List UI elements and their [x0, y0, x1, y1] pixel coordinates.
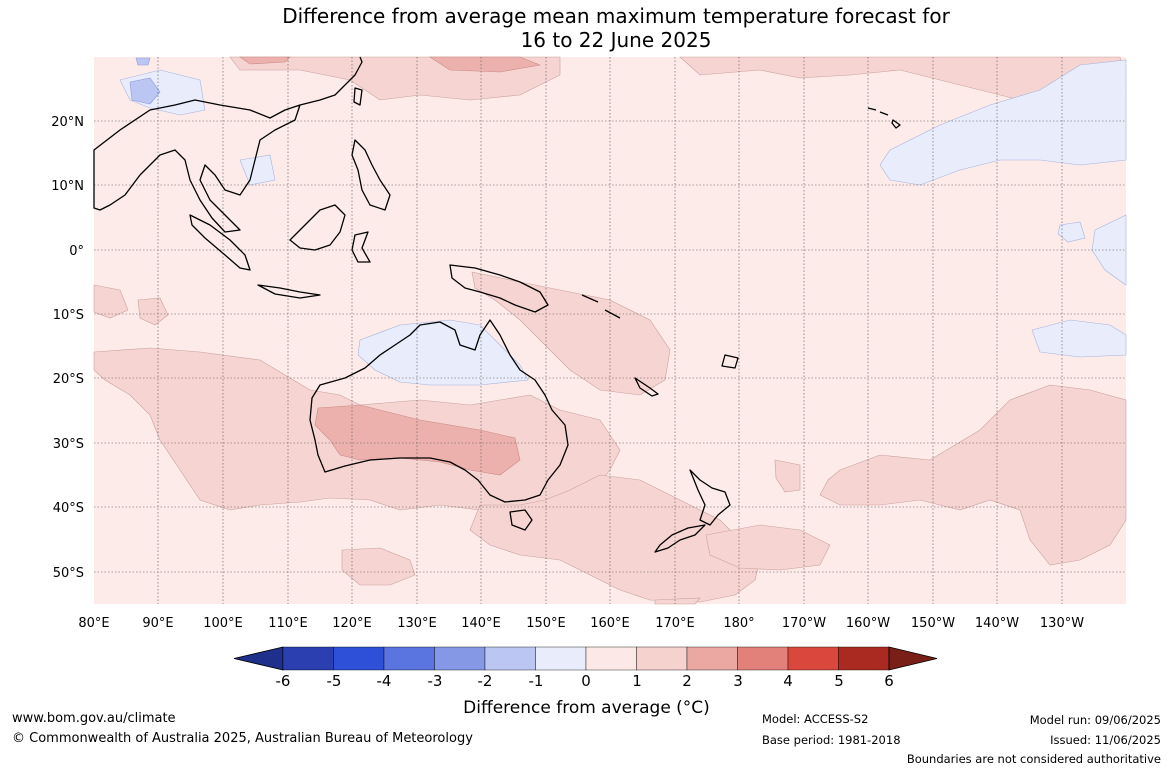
lon-label: 160°W	[846, 616, 890, 631]
lat-label: 10°S	[53, 308, 84, 323]
colorbar-arrow-high	[888, 646, 938, 671]
colorbar-tick: 0	[581, 672, 591, 690]
model-name: Model: ACCESS-S2	[762, 712, 869, 726]
lon-label: 100°E	[203, 616, 243, 631]
java-coastline	[257, 284, 321, 299]
new-caledonia-coastline	[634, 377, 659, 397]
hawaii-coastline	[867, 107, 901, 129]
colorbar-tick: 2	[682, 672, 692, 690]
lon-label: 170°W	[782, 616, 826, 631]
lat-label: 50°S	[53, 566, 84, 581]
colorbar-swatch	[282, 646, 334, 671]
philippines-coastline	[351, 139, 391, 211]
title-line-2: 16 to 22 June 2025	[520, 28, 712, 52]
colorbar-tick: 3	[733, 672, 743, 690]
colorbar-swatch	[737, 646, 789, 671]
colorbar-swatch	[686, 646, 738, 671]
lon-label: 80°E	[78, 616, 109, 631]
colorbar-tick: -3	[427, 672, 443, 690]
lon-label: 120°E	[332, 616, 372, 631]
colorbar-swatch	[636, 646, 688, 671]
lon-label: 140°W	[975, 616, 1019, 631]
lat-labels: 20°N 10°N 0° 10°S 20°S 30°S 40°S 50°S	[51, 115, 84, 581]
colorbar-tick: 1	[632, 672, 642, 690]
colorbar-swatch	[838, 646, 890, 671]
disclaimer: Boundaries are not considered authoritat…	[906, 752, 1161, 766]
lat-label: 20°S	[53, 372, 84, 387]
base-period: Base period: 1981-2018	[762, 733, 901, 747]
east-asia-coastline	[299, 56, 363, 106]
title-line-1: Difference from average mean maximum tem…	[282, 4, 950, 28]
lon-label: 90°E	[142, 616, 173, 631]
lat-label: 20°N	[51, 115, 84, 130]
lon-label: 180°	[723, 616, 754, 631]
copyright: © Commonwealth of Australia 2025, Austra…	[12, 731, 473, 746]
colorbar-tick: -2	[477, 672, 493, 690]
lon-label: 150°W	[911, 616, 955, 631]
tasmania-coastline	[509, 509, 533, 531]
colorbar-swatch	[434, 646, 486, 671]
lon-label: 130°W	[1040, 616, 1084, 631]
lon-label: 140°E	[461, 616, 501, 631]
colorbar-swatch	[535, 646, 587, 671]
colorbar-tick: 5	[834, 672, 844, 690]
colorbar-swatch	[585, 646, 637, 671]
lat-label: 0°	[69, 244, 84, 259]
borneo-coastline	[289, 204, 346, 251]
colorbar-tick: -5	[326, 672, 342, 690]
australia-coastline	[309, 319, 569, 503]
fiji-coastline	[721, 354, 739, 369]
sumatra-coastline	[189, 214, 251, 271]
colorbar-tick: -1	[528, 672, 544, 690]
map-gridlines	[94, 57, 1126, 604]
site-url[interactable]: www.bom.gov.au/climate	[12, 711, 176, 726]
lon-label: 150°E	[526, 616, 566, 631]
lon-label: 130°E	[397, 616, 437, 631]
colorbar-swatch	[484, 646, 536, 671]
chart-title: Difference from average mean maximum tem…	[0, 4, 1173, 52]
colorbar-title: Difference from average (°C)	[463, 698, 710, 718]
new-zealand-north-coastline	[689, 469, 731, 526]
solomon-islands-coastline	[581, 294, 621, 319]
sulawesi-coastline	[351, 231, 371, 263]
issued-date: Issued: 11/06/2025	[1050, 733, 1161, 747]
lon-label: 170°E	[655, 616, 695, 631]
lat-label: 30°S	[53, 437, 84, 452]
anomaly-2-3-regions	[239, 56, 542, 476]
colorbar	[233, 646, 938, 671]
colorbar-swatch	[787, 646, 839, 671]
colorbar-tick: 4	[783, 672, 793, 690]
colorbar-tick: 6	[884, 672, 894, 690]
model-run: Model run: 09/06/2025	[1029, 713, 1161, 727]
se-asia-coastline	[93, 99, 301, 233]
colorbar-arrow-low	[233, 646, 284, 671]
lon-label: 110°E	[268, 616, 308, 631]
colorbar-tick: -4	[376, 672, 392, 690]
taiwan-coastline	[353, 87, 363, 106]
lat-label: 40°S	[53, 501, 84, 516]
new-guinea-coastline	[449, 264, 549, 313]
new-zealand-south-coastline	[654, 524, 706, 553]
lon-labels: 80°E 90°E 100°E 110°E 120°E 130°E 140°E …	[78, 616, 1084, 631]
lat-label: 10°N	[51, 179, 84, 194]
anomaly-cool-strong-regions	[129, 57, 161, 105]
colorbar-tick: -6	[275, 672, 291, 690]
colorbar-swatch	[383, 646, 435, 671]
anomaly-cool-regions	[119, 59, 1127, 386]
colorbar-swatch	[333, 646, 385, 671]
lon-label: 160°E	[590, 616, 630, 631]
coastlines	[93, 56, 901, 553]
